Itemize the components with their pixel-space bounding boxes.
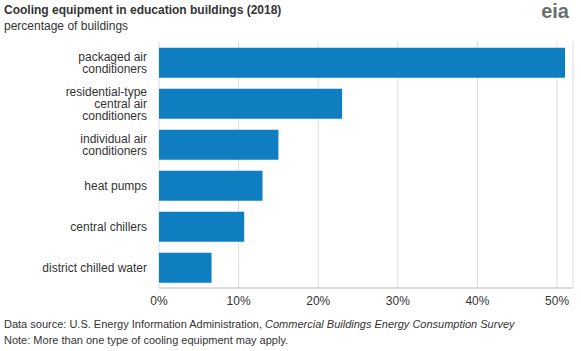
html-text:percentage of buildings: percentage of buildings (4, 19, 129, 33)
svg-text:residential-typecentral aircon: residential-typecentral airconditioners (66, 85, 148, 123)
svg-text:heat pumps: heat pumps (84, 179, 147, 193)
html-text:eia: eia (541, 0, 569, 22)
svg-text:packaged airconditioners: packaged airconditioners (78, 50, 147, 76)
html-text:Cooling equipment in education: Cooling equipment in education buildings… (4, 3, 282, 17)
svg-text:20%: 20% (306, 294, 330, 308)
svg-text:30%: 30% (386, 294, 410, 308)
svg-text:10%: 10% (227, 294, 251, 308)
html-text:Note: More than one type of co: Note: More than one type of cooling equi… (4, 334, 289, 346)
svg-text:40%: 40% (465, 294, 489, 308)
svg-text:district chilled water: district chilled water (42, 261, 147, 275)
svg-text:central chillers: central chillers (70, 220, 147, 234)
html-text:Data source: U.S. Energy Infor: Data source: U.S. Energy Information Adm… (4, 318, 515, 330)
svg-text:50%: 50% (545, 294, 569, 308)
svg-text:individual airconditioners: individual airconditioners (80, 132, 147, 158)
svg-text:0%: 0% (150, 294, 168, 308)
